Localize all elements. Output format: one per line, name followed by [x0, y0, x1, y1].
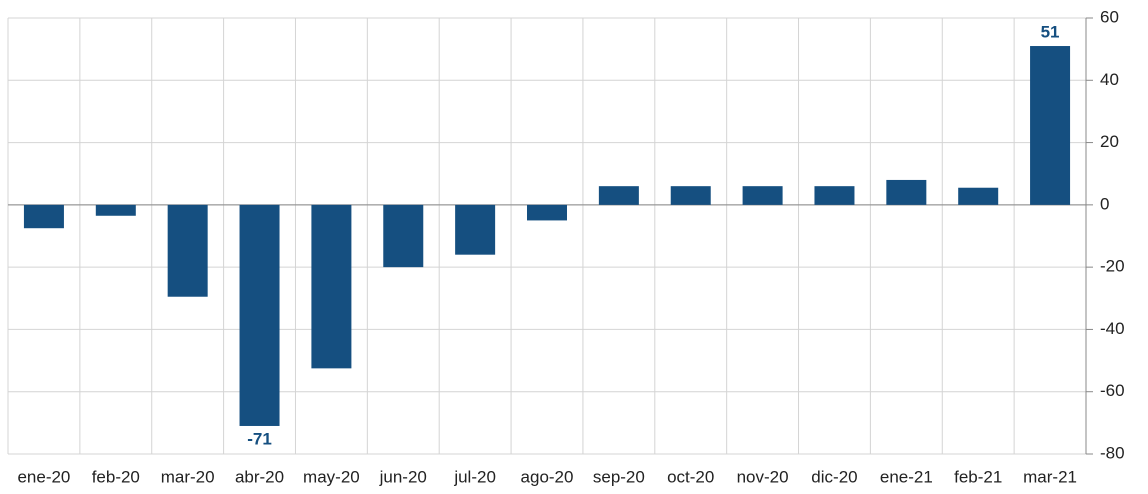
bar	[239, 204, 280, 426]
y-tick-label: -60	[1100, 381, 1125, 400]
bar	[167, 204, 208, 297]
data-label: -71	[247, 429, 272, 448]
y-tick-label: -20	[1100, 257, 1125, 276]
bar	[95, 204, 136, 216]
x-tick-label: sep-20	[593, 467, 645, 486]
x-tick-label: feb-21	[954, 467, 1002, 486]
bar	[383, 204, 424, 268]
y-tick-label: -80	[1100, 443, 1125, 462]
x-tick-label: jun-20	[379, 467, 427, 486]
bar	[886, 179, 927, 205]
y-tick-label: 20	[1100, 132, 1119, 151]
bar	[598, 186, 639, 205]
x-tick-label: dic-20	[811, 467, 857, 486]
bar	[23, 204, 64, 229]
x-tick-label: ago-20	[521, 467, 574, 486]
x-tick-label: ene-20	[17, 467, 70, 486]
x-tick-label: ene-21	[880, 467, 933, 486]
y-tick-label: 60	[1100, 7, 1119, 26]
x-tick-label: may-20	[303, 467, 360, 486]
x-tick-label: mar-21	[1023, 467, 1077, 486]
x-tick-label: mar-20	[161, 467, 215, 486]
bar	[742, 186, 783, 205]
x-tick-label: oct-20	[667, 467, 714, 486]
x-tick-label: abr-20	[235, 467, 284, 486]
y-tick-label: 0	[1100, 194, 1109, 213]
y-tick-label: -40	[1100, 319, 1125, 338]
bar	[455, 204, 496, 255]
bar	[527, 204, 567, 221]
bar	[1030, 46, 1071, 205]
bar	[958, 187, 999, 205]
x-tick-label: jul-20	[453, 467, 496, 486]
bar	[311, 204, 352, 369]
data-label: 51	[1041, 23, 1060, 42]
bar	[670, 186, 711, 205]
x-tick-label: feb-20	[92, 467, 140, 486]
y-tick-label: 40	[1100, 70, 1119, 89]
bar	[814, 186, 855, 205]
x-tick-label: nov-20	[737, 467, 789, 486]
